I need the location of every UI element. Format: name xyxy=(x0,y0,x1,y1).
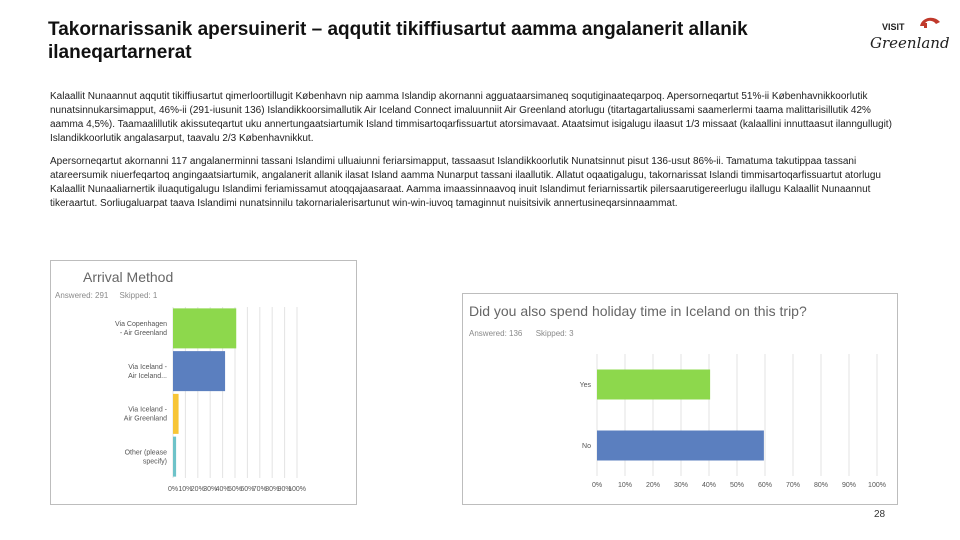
page-number: 28 xyxy=(874,509,886,520)
skipped-count: Skipped: 3 xyxy=(535,329,574,338)
x-tick-label: 50% xyxy=(228,486,242,493)
category-label-line: Via Copenhagen xyxy=(115,321,167,328)
category-label: Via Iceland - Air Iceland... xyxy=(128,364,168,380)
x-tick-label: 0% xyxy=(592,482,602,489)
logo-arc-icon xyxy=(920,17,940,26)
x-tick-label: 90% xyxy=(278,486,292,493)
bar xyxy=(173,393,179,434)
category-label-line: Via Iceland - xyxy=(128,364,167,371)
x-tick-label: 60% xyxy=(758,482,772,489)
category-label-line: Other (please xyxy=(125,449,168,456)
category-label-line: Yes xyxy=(580,382,592,389)
arrival-method-chart-plot: 0% 10%20%30%40%50%60%70%80%90%100% Via Cop… xyxy=(115,307,306,493)
paragraph-arrival: Kalaallit Nunaannut aqqutit tikiffiusart… xyxy=(50,91,892,144)
paragraph-iceland-holiday: Apersorneqartut akornanni 117 angalanerm… xyxy=(50,156,881,209)
category-label-line: Air Iceland... xyxy=(128,373,167,380)
arrival-method-chart: 0% 10% 20% 30% 40% 50% 60% 70% 80% 90% 100% Via Cop… xyxy=(50,260,357,505)
x-tick-label: 0% xyxy=(168,486,178,493)
x-tick-label: 70% xyxy=(253,486,267,493)
bar xyxy=(173,351,226,392)
x-tick-label: 40% xyxy=(216,486,230,493)
x-tick-label: 30% xyxy=(203,486,217,493)
page-title: Takornarissanik apersuinerit – aqqutit t… xyxy=(48,19,748,63)
bar xyxy=(597,369,711,400)
x-tick-label: 90% xyxy=(842,482,856,489)
chart-meta: Answered: 291 Skipped: 1 xyxy=(55,291,157,300)
chart-title: Arrival Method xyxy=(83,269,174,285)
x-tick-label: 80% xyxy=(265,486,279,493)
iceland-holiday-chart: 0% 10% 20% 30% 40% 50% 60% 70% 80% 90% 100% Yes No D… xyxy=(462,293,898,505)
category-label: Via Iceland - Air Greenland xyxy=(124,407,168,423)
x-tick-label: 70% xyxy=(786,482,800,489)
logo-house-icon xyxy=(924,23,927,28)
category-label: Via Copenhagen - Air Greenland xyxy=(115,321,167,337)
answered-count: Answered: 136 xyxy=(469,329,523,338)
category-label-line: Via Iceland - xyxy=(128,407,167,414)
chart-meta: Answered: 136 Skipped: 3 xyxy=(469,329,574,338)
skipped-count: Skipped: 1 xyxy=(119,291,158,300)
category-label-line: No xyxy=(582,443,591,450)
x-tick-label: 40% xyxy=(702,482,716,489)
x-tick-label: 60% xyxy=(240,486,254,493)
visit-greenland-logo-graphic: VISIT Greenland xyxy=(870,17,950,52)
x-tick-label: 80% xyxy=(814,482,828,489)
category-label: Other (please specify) xyxy=(125,449,168,465)
x-tick-label: 20% xyxy=(191,486,205,493)
bar xyxy=(173,308,237,349)
category-label-line: - Air Greenland xyxy=(120,330,167,337)
x-tick-label: 100% xyxy=(868,482,886,489)
iceland-holiday-chart-plot: 0% 10% 20% 30% 40% 50% 60% 70% 80% 90% 100% Yes No xyxy=(580,354,886,489)
category-label: Yes xyxy=(580,382,592,389)
chart-title: Did you also spend holiday time in Icela… xyxy=(469,303,807,319)
category-label: No xyxy=(582,443,591,450)
bar xyxy=(173,436,177,477)
category-label-line: specify) xyxy=(143,458,167,465)
answered-count: Answered: 291 xyxy=(55,291,109,300)
bar xyxy=(597,430,764,461)
visit-greenland-logo: VISIT Greenland xyxy=(868,14,950,56)
x-tick-label: 10% xyxy=(178,486,192,493)
x-tick-label: 10% xyxy=(618,482,632,489)
x-tick-label: 20% xyxy=(646,482,660,489)
x-tick-label: 50% xyxy=(730,482,744,489)
category-label-line: Air Greenland xyxy=(124,416,167,423)
logo-text-small: VISIT xyxy=(882,22,905,32)
x-tick-label: 100% xyxy=(288,486,306,493)
x-tick-label: 30% xyxy=(674,482,688,489)
logo-text-main: Greenland xyxy=(870,34,950,52)
